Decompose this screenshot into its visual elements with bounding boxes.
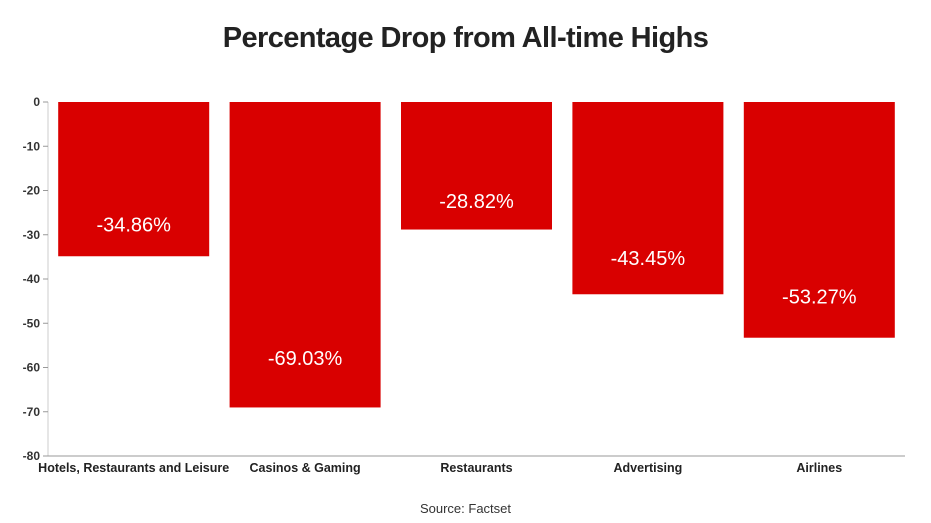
bar <box>58 102 210 257</box>
y-tick-label: -30 <box>23 228 41 242</box>
y-tick-label: -40 <box>23 272 41 286</box>
bar <box>229 102 381 408</box>
y-tick-label: 0 <box>33 95 40 109</box>
category-label: Advertising <box>614 461 683 475</box>
bar <box>572 102 724 295</box>
bar-data-label: -69.03% <box>268 348 343 370</box>
y-tick-label: -70 <box>23 405 41 419</box>
y-tick-label: -20 <box>23 184 41 198</box>
bar-data-label: -34.86% <box>96 215 171 237</box>
bar-data-label: -43.45% <box>611 248 686 270</box>
category-label: Casinos & Gaming <box>250 461 361 475</box>
chart-title: Percentage Drop from All-time Highs <box>222 22 709 54</box>
bar-data-label: -28.82% <box>439 191 514 213</box>
bar <box>743 102 895 338</box>
category-label: Restaurants <box>440 461 512 475</box>
y-tick-label: -80 <box>23 449 41 463</box>
y-tick-label: -60 <box>23 361 41 375</box>
bar-data-label: -53.27% <box>782 286 857 308</box>
y-tick-label: -50 <box>23 316 41 330</box>
category-label: Airlines <box>796 461 842 475</box>
category-label: Hotels, Restaurants and Leisure <box>38 461 229 475</box>
y-tick-label: -10 <box>23 139 41 153</box>
chart-source: Source: Factset <box>419 501 512 516</box>
bar <box>401 102 552 230</box>
